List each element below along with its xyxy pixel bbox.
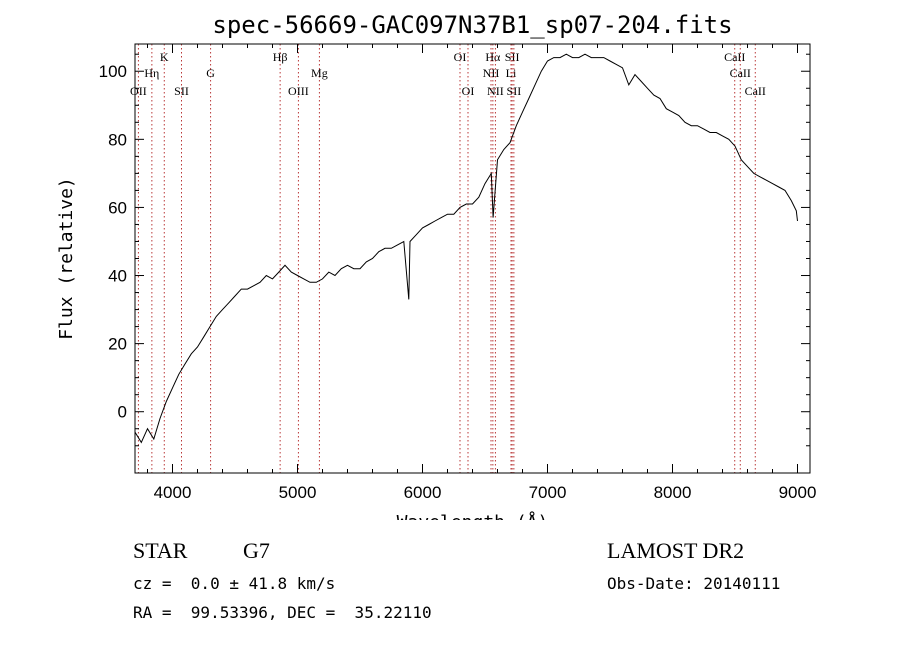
y-tick-label: 0 bbox=[118, 403, 127, 422]
x-tick-label: 7000 bbox=[529, 483, 567, 502]
spectrum-line bbox=[134, 53, 798, 444]
x-tick-label: 8000 bbox=[654, 483, 692, 502]
x-tick-label: 5000 bbox=[279, 483, 317, 502]
line-marker-label: OI bbox=[462, 84, 475, 98]
line-marker-label: CaII bbox=[730, 66, 751, 80]
survey-name: LAMOST DR2 bbox=[607, 538, 745, 563]
line-marker-label: OIII bbox=[288, 84, 309, 98]
y-tick-label: 40 bbox=[108, 267, 127, 286]
object-subclass: G7 bbox=[243, 538, 270, 563]
object-class: STAR bbox=[133, 538, 188, 563]
line-marker-label: SII bbox=[505, 50, 520, 64]
obs-date-text: Obs-Date: 20140111 bbox=[607, 574, 781, 593]
line-marker-label: NII bbox=[483, 66, 500, 80]
y-tick-label: 80 bbox=[108, 130, 127, 149]
line-marker-label: SII bbox=[174, 84, 189, 98]
line-marker-label: Hη bbox=[144, 66, 159, 80]
line-marker-label: K bbox=[160, 50, 169, 64]
redshift-text: cz = 0.0 ± 41.8 km/s bbox=[133, 574, 336, 593]
spectrum-chart: OIIHηKSIIGHβOIIIMgOIOIHαNIINIISIILiSIICa… bbox=[56, 11, 817, 520]
line-marker-label: Li bbox=[506, 66, 517, 80]
y-axis-label: Flux (relative) bbox=[56, 177, 77, 340]
coordinates-text: RA = 99.53396, DEC = 35.22110 bbox=[133, 603, 432, 622]
line-marker-label: OII bbox=[130, 84, 147, 98]
line-marker-label: NII bbox=[487, 84, 504, 98]
plot-frame bbox=[134, 43, 811, 474]
y-tick-label: 20 bbox=[108, 335, 127, 354]
line-marker-label: CaII bbox=[745, 84, 766, 98]
line-marker-label: Mg bbox=[311, 66, 328, 80]
line-marker-label: SII bbox=[507, 84, 522, 98]
line-marker-label: Hα bbox=[485, 50, 501, 64]
x-axis-label: Wavelength (Å) bbox=[397, 511, 549, 520]
x-tick-label: 6000 bbox=[404, 483, 442, 502]
x-tick-label: 4000 bbox=[154, 483, 192, 502]
line-marker-label: CaII bbox=[724, 50, 745, 64]
line-marker-label: Hβ bbox=[273, 50, 288, 64]
line-marker-label: OI bbox=[454, 50, 467, 64]
x-tick-label: 9000 bbox=[779, 483, 817, 502]
line-marker-label: G bbox=[206, 66, 215, 80]
y-tick-label: 100 bbox=[99, 62, 127, 81]
y-tick-label: 60 bbox=[108, 198, 127, 217]
chart-title: spec-56669-GAC097N37B1_sp07-204.fits bbox=[212, 11, 732, 39]
